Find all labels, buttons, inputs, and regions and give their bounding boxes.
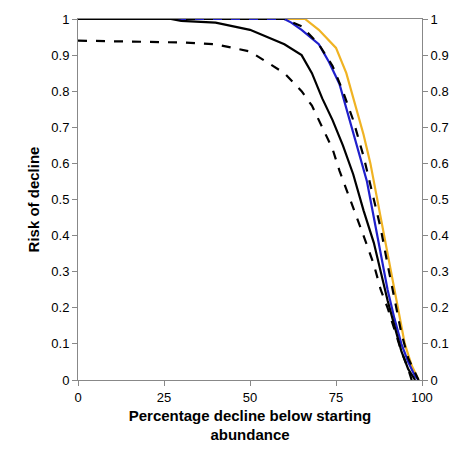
- svg-text:0.6: 0.6: [51, 156, 69, 171]
- svg-text:0.8: 0.8: [431, 84, 449, 99]
- svg-text:0: 0: [62, 373, 69, 388]
- svg-text:0.2: 0.2: [431, 300, 449, 315]
- svg-text:50: 50: [243, 390, 257, 405]
- svg-text:0.3: 0.3: [51, 264, 69, 279]
- svg-text:0.1: 0.1: [51, 336, 69, 351]
- svg-text:0.7: 0.7: [431, 120, 449, 135]
- svg-text:0: 0: [431, 373, 438, 388]
- svg-text:1: 1: [62, 12, 69, 27]
- svg-text:0.3: 0.3: [431, 264, 449, 279]
- svg-text:25: 25: [157, 390, 171, 405]
- svg-text:0.6: 0.6: [431, 156, 449, 171]
- svg-text:0.9: 0.9: [51, 48, 69, 63]
- svg-text:100: 100: [411, 390, 433, 405]
- svg-text:0.7: 0.7: [51, 120, 69, 135]
- svg-text:0.5: 0.5: [51, 192, 69, 207]
- svg-text:0.1: 0.1: [431, 336, 449, 351]
- svg-text:0.8: 0.8: [51, 84, 69, 99]
- svg-text:0.5: 0.5: [431, 192, 449, 207]
- svg-text:75: 75: [329, 390, 343, 405]
- svg-text:0: 0: [74, 390, 81, 405]
- svg-text:0.4: 0.4: [431, 228, 449, 243]
- svg-text:0.9: 0.9: [431, 48, 449, 63]
- svg-text:0.2: 0.2: [51, 300, 69, 315]
- svg-text:0.4: 0.4: [51, 228, 69, 243]
- svg-text:Risk of decline: Risk of decline: [25, 147, 42, 253]
- svg-text:Percentage decline below start: Percentage decline below startingabundan…: [129, 407, 372, 444]
- svg-text:1: 1: [431, 12, 438, 27]
